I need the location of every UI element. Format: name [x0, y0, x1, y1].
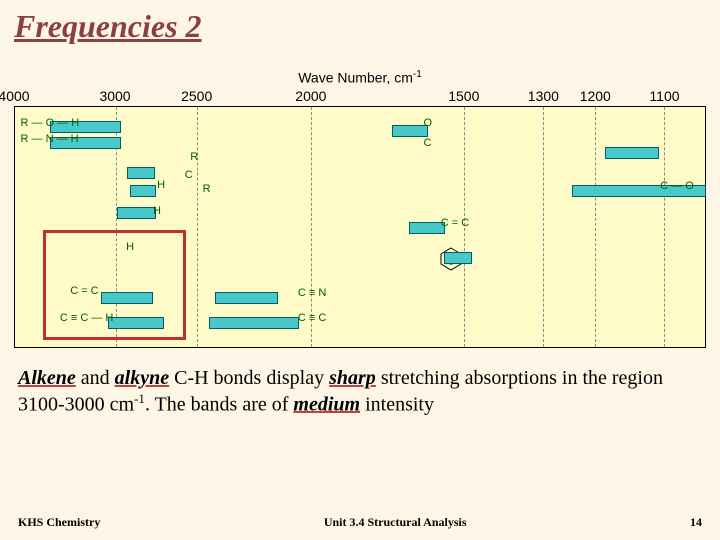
chem-label: R — [190, 151, 198, 163]
chem-label: H — [157, 179, 165, 191]
word-alkene: Alkene — [18, 367, 76, 389]
axis-label: Wave Number, cm-1 — [14, 69, 706, 86]
chem-label: R — [203, 183, 211, 195]
gridline — [197, 107, 198, 347]
tick-label: 1200 — [580, 88, 611, 104]
t5: intensity — [360, 393, 434, 415]
absorption-band — [409, 222, 445, 234]
tick-label: 4000 — [0, 88, 30, 104]
tick-label: 1100 — [649, 88, 679, 104]
ir-chart: Wave Number, cm-1 4000300025002000150013… — [14, 69, 706, 348]
chem-label: C ≡ C — [298, 312, 326, 324]
chem-label: C — [423, 137, 431, 149]
absorption-band — [117, 207, 156, 219]
t4: . The bands are of — [145, 393, 293, 415]
chem-label: R — O — H — [21, 117, 80, 129]
absorption-band — [444, 252, 472, 264]
absorption-band — [130, 185, 156, 197]
absorption-band — [605, 147, 659, 159]
t1: and — [76, 367, 115, 389]
absorption-band — [215, 292, 278, 304]
chem-label: C ≡ N — [298, 287, 326, 299]
word-alkyne: alkyne — [115, 367, 169, 389]
gridline — [664, 107, 665, 347]
highlight-box — [43, 230, 186, 340]
tick-label: 1300 — [528, 88, 559, 104]
axis-text: Wave Number, cm — [298, 70, 413, 86]
chem-label: C = C — [441, 217, 469, 229]
gridline — [543, 107, 544, 347]
gridline — [595, 107, 596, 347]
tick-label: 2500 — [181, 88, 212, 104]
absorption-band — [209, 317, 299, 329]
t2: C-H bonds display — [169, 367, 329, 389]
chem-label: C — [185, 169, 193, 181]
chart-area: R — O — HR — N — HRCHRHHC = CC ≡ C — HC … — [14, 106, 706, 348]
tick-row: 40003000250020001500130012001100 — [14, 88, 706, 106]
footer-left: KHS Chemistry — [18, 515, 100, 530]
sup-1: -1 — [134, 391, 145, 406]
tick-label: 3000 — [99, 88, 130, 104]
tick-label: 2000 — [295, 88, 326, 104]
chem-label: C — O — [660, 180, 694, 192]
absorption-band — [127, 167, 155, 179]
footer-right: 14 — [690, 515, 702, 530]
word-sharp: sharp — [329, 367, 376, 389]
slide-title: Frequencies 2 — [0, 0, 720, 49]
axis-sup: -1 — [413, 69, 422, 80]
footer-center: Unit 3.4 Structural Analysis — [324, 515, 467, 530]
chem-label: O — [423, 117, 432, 129]
tick-label: 1500 — [448, 88, 479, 104]
chem-label: R — N — H — [21, 133, 79, 145]
footer: KHS Chemistry Unit 3.4 Structural Analys… — [0, 515, 720, 530]
word-medium: medium — [293, 393, 360, 415]
gridline — [311, 107, 312, 347]
body-text: Alkene and alkyne C-H bonds display shar… — [0, 348, 720, 418]
chem-label: H — [153, 205, 161, 217]
